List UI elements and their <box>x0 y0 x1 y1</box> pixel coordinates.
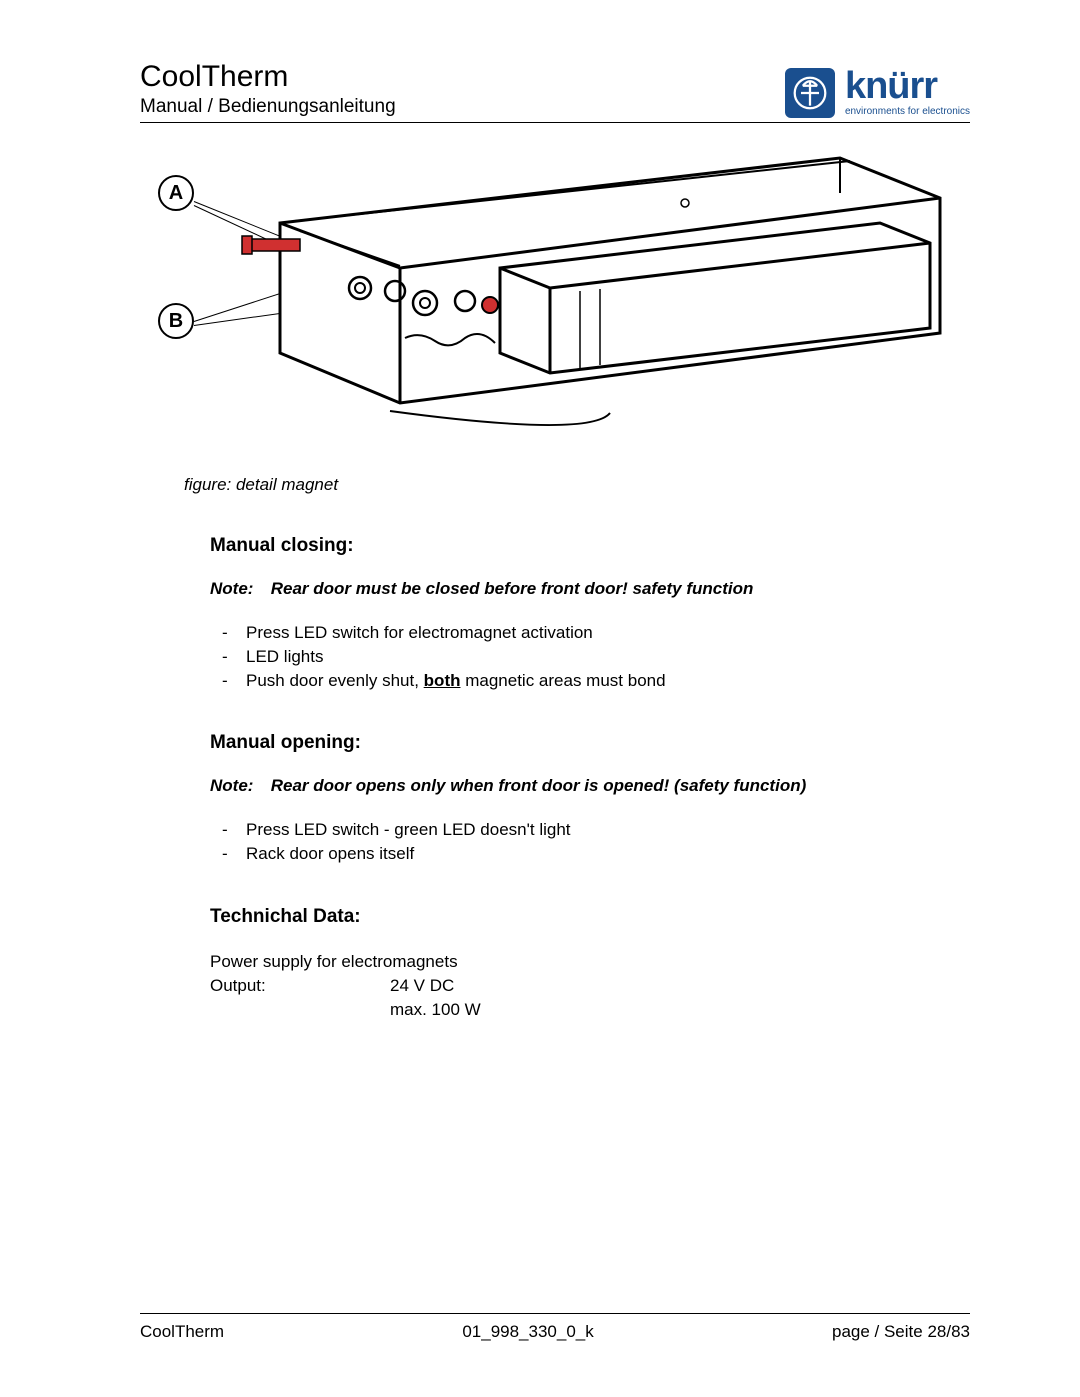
opening-note: Note: Rear door opens only when front do… <box>210 776 970 796</box>
techdata-output-val2: max. 100 W <box>390 998 481 1022</box>
list-item: LED lights <box>222 645 970 669</box>
techdata-output-label: Output: <box>210 974 390 998</box>
techdata-heading: Technichal Data: <box>210 906 970 928</box>
doc-title: CoolTherm <box>140 60 396 94</box>
list-item: Push door evenly shut, both magnetic are… <box>222 669 970 693</box>
brand-logo: knürr environments for electronics <box>785 68 970 118</box>
opening-note-text: Rear door opens only when front door is … <box>271 776 807 795</box>
logo-text: knürr environments for electronics <box>845 69 970 116</box>
logo-badge-icon <box>785 68 835 118</box>
header-left: CoolTherm Manual / Bedienungsanleitung <box>140 60 396 118</box>
closing-note-label: Note: <box>210 579 266 599</box>
section-manual-opening: Manual opening: Note: Rear door opens on… <box>210 732 970 866</box>
techdata-spacer <box>210 998 390 1022</box>
opening-bullets: Press LED switch - green LED doesn't lig… <box>222 818 970 866</box>
footer-right: page / Seite 28/83 <box>832 1322 970 1342</box>
magnet-diagram-icon <box>240 143 960 443</box>
list-item: Press LED switch for electromagnet activ… <box>222 621 970 645</box>
techdata-body: Power supply for electromagnets Output: … <box>210 950 970 1021</box>
list-item: Rack door opens itself <box>222 842 970 866</box>
closing-heading: Manual closing: <box>210 535 970 557</box>
closing-bullets: Press LED switch for electromagnet activ… <box>222 621 970 692</box>
page-header: CoolTherm Manual / Bedienungsanleitung k… <box>140 60 970 123</box>
opening-heading: Manual opening: <box>210 732 970 754</box>
doc-subtitle: Manual / Bedienungsanleitung <box>140 96 396 118</box>
techdata-line1: Power supply for electromagnets <box>210 950 970 974</box>
figure-caption: figure: detail magnet <box>184 475 970 495</box>
logo-main-text: knürr <box>845 69 937 103</box>
section-technical-data: Technichal Data: Power supply for electr… <box>210 906 970 1021</box>
closing-note-text: Rear door must be closed before front do… <box>271 579 754 598</box>
closing-note: Note: Rear door must be closed before fr… <box>210 579 970 599</box>
logo-tagline: environments for electronics <box>845 106 970 117</box>
closing-item3-bold: both <box>424 671 461 690</box>
figure-detail-magnet: A B <box>140 143 970 463</box>
closing-item3-rest: magnetic areas must bond <box>461 671 666 690</box>
closing-item3-pre: Push door evenly shut, <box>246 671 424 690</box>
page: CoolTherm Manual / Bedienungsanleitung k… <box>0 0 1080 1397</box>
callout-a: A <box>158 175 194 211</box>
page-footer: CoolTherm 01_998_330_0_k page / Seite 28… <box>140 1313 970 1342</box>
list-item: Press LED switch - green LED doesn't lig… <box>222 818 970 842</box>
techdata-output-row: Output: 24 V DC <box>210 974 970 998</box>
opening-note-label: Note: <box>210 776 266 796</box>
techdata-output-row2: max. 100 W <box>210 998 970 1022</box>
footer-left: CoolTherm <box>140 1322 224 1342</box>
section-manual-closing: Manual closing: Note: Rear door must be … <box>210 535 970 692</box>
techdata-output-val1: 24 V DC <box>390 974 454 998</box>
callout-b: B <box>158 303 194 339</box>
footer-center: 01_998_330_0_k <box>462 1322 593 1342</box>
